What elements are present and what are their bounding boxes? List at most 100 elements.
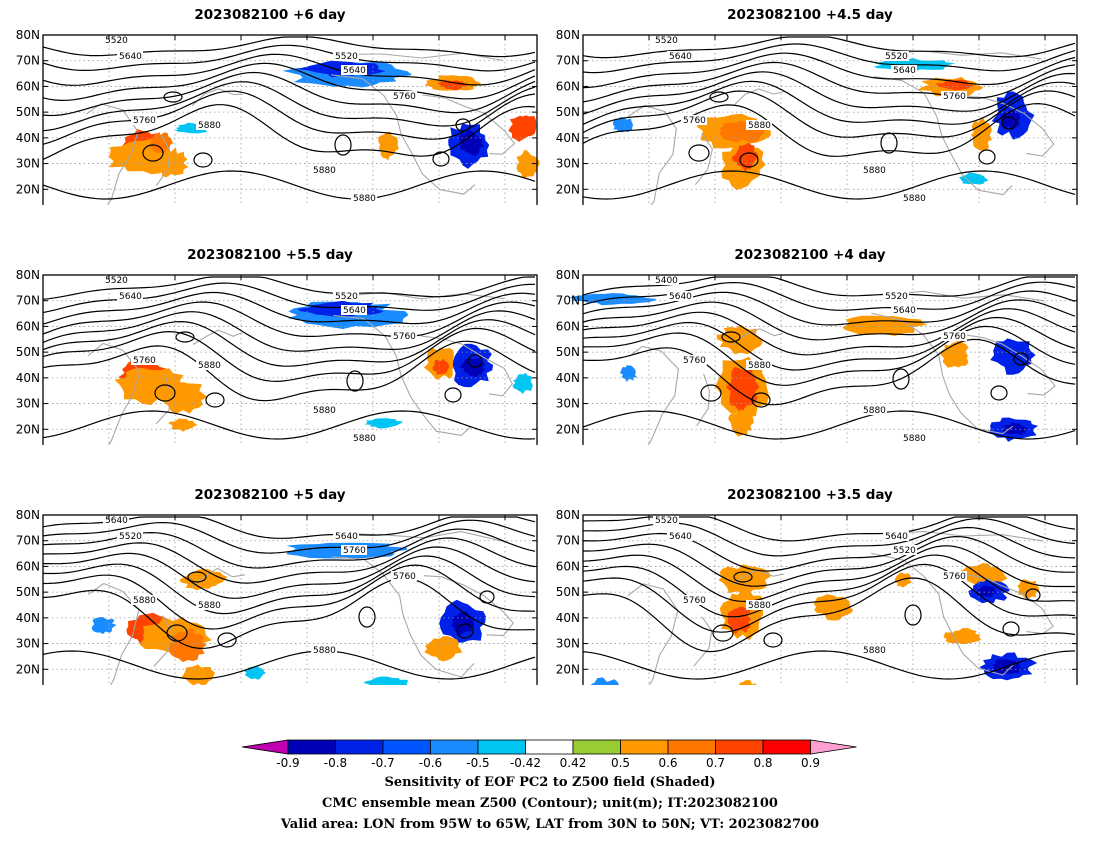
- height-contour: [432, 151, 450, 167]
- contour-label-bg: [333, 51, 359, 61]
- lat-tick-label: 20N: [16, 662, 40, 676]
- coastline: [85, 103, 139, 205]
- sensitivity-shade: [718, 564, 772, 595]
- sensitivity-shade: [363, 676, 408, 685]
- lat-tick-label: 50N: [16, 345, 40, 359]
- height-contour: [582, 281, 1076, 311]
- contour-label: 5640: [669, 52, 692, 62]
- colorbar-swatch: [620, 739, 669, 755]
- coastline: [344, 52, 503, 61]
- lat-tick-label: 40N: [556, 371, 580, 385]
- height-contour: [582, 563, 1076, 633]
- contour-label: 5880: [748, 601, 771, 611]
- height-contour: [978, 149, 996, 165]
- height-contour: [582, 71, 1076, 115]
- lat-tick-label: 80N: [16, 268, 40, 282]
- lat-tick-label: 20N: [16, 182, 40, 196]
- map-plot: 5520 5640 5640 5520 5760 5760 5880 5880 80N 70N 60…: [556, 508, 1078, 685]
- colorbar-tick-label: 0.42: [560, 756, 587, 770]
- map-plot: 5640 5520 5640 5760 5760 5880 5880 5880 80N 70N 60…: [16, 508, 538, 685]
- contour-label-bg: [667, 51, 693, 61]
- height-contour: [582, 102, 1076, 157]
- contour-label: 5880: [863, 406, 886, 416]
- contour-label-bg: [883, 531, 909, 541]
- contour-label: 5520: [655, 36, 678, 46]
- sensitivity-shade: [459, 130, 485, 157]
- lat-tick-label: 60N: [556, 319, 580, 333]
- sensitivity-shade: [244, 666, 267, 680]
- lat-tick-label: 60N: [556, 559, 580, 573]
- coastline: [331, 74, 476, 195]
- lat-tick-label: 40N: [556, 131, 580, 145]
- panel-title: 2023082100 +4 day: [734, 247, 886, 263]
- height-contour: [42, 276, 535, 300]
- height-contour: [582, 90, 1076, 138]
- contour-label: 5760: [393, 572, 416, 582]
- height-contour: [904, 604, 922, 626]
- plot-frame: [582, 34, 1078, 205]
- sensitivity-shade: [364, 418, 403, 429]
- contour-label-bg: [653, 515, 679, 525]
- contour-label: 5880: [748, 121, 771, 131]
- plot-frame: [582, 274, 1078, 445]
- height-contour: [42, 564, 536, 630]
- contour-label-bg: [351, 193, 377, 203]
- height-contour: [175, 331, 195, 343]
- height-contour: [582, 308, 1076, 356]
- contour-label: 5880: [863, 166, 886, 176]
- height-contour: [582, 577, 1076, 653]
- panel-title: 2023082100 +5.5 day: [187, 247, 353, 263]
- map-plot: 5520 5640 5520 5640 5760 5760 5880 5880 5880 80N 7…: [556, 28, 1078, 205]
- lat-tick-label: 20N: [16, 422, 40, 436]
- contour-label-bg: [746, 600, 772, 610]
- contour-label-bg: [391, 331, 417, 341]
- contour-label-bg: [103, 35, 129, 45]
- height-contour: [709, 91, 729, 103]
- height-contour: [700, 384, 722, 402]
- coastline: [343, 291, 505, 300]
- panel-title: 2023082100 +3.5 day: [727, 487, 893, 503]
- height-contour: [582, 410, 1076, 440]
- contour-label-bg: [941, 571, 967, 581]
- contour-label: 5880: [903, 434, 926, 444]
- contour-label: 5880: [313, 406, 336, 416]
- lat-tick-label: 50N: [16, 105, 40, 119]
- contour-layer: [582, 276, 1076, 440]
- height-contour: [42, 81, 536, 132]
- contour-label: 5880: [353, 434, 376, 444]
- contour-label: 5880: [353, 194, 376, 204]
- contour-label-bg: [311, 165, 337, 175]
- height-contour: [43, 546, 536, 599]
- colorbar-high-end: [810, 739, 857, 755]
- contour-label-bg: [746, 120, 772, 130]
- contour-label-bg: [667, 531, 693, 541]
- map-plot: 5400 5640 5520 5640 5760 5760 5880 5880 5880 80N 7…: [556, 268, 1078, 445]
- height-contour: [990, 385, 1008, 401]
- height-contour: [217, 632, 237, 648]
- lat-tick-label: 50N: [556, 105, 580, 119]
- height-contour: [42, 519, 536, 554]
- height-contour: [42, 327, 536, 383]
- sensitivity-shade: [1002, 422, 1028, 435]
- colorbar-swatch: [287, 739, 336, 755]
- lat-tick-label: 60N: [556, 79, 580, 93]
- lat-tick-label: 20N: [556, 182, 580, 196]
- height-contour: [479, 590, 495, 604]
- colorbar-low-end: [241, 739, 289, 755]
- plot-frame: [42, 514, 538, 685]
- lat-tick-label: 30N: [556, 157, 580, 171]
- contour-label: 5880: [863, 646, 886, 656]
- colorbar-tick-label: -0.42: [510, 756, 541, 770]
- contour-label: 5520: [885, 292, 908, 302]
- contour-label: 5520: [119, 532, 142, 542]
- contour-label-bg: [341, 65, 367, 75]
- height-contour: [42, 410, 536, 440]
- height-contour: [582, 43, 1076, 74]
- caption-line-1: Sensitivity of EOF PC2 to Z500 field (Sh…: [384, 775, 716, 790]
- colorbar-tick-label: -0.6: [419, 756, 442, 770]
- contour-label: 5520: [335, 292, 358, 302]
- contour-label: 5760: [943, 572, 966, 582]
- axis-layer: 80N70N60N50N40N30N20N10N90E120E150E18015…: [556, 28, 1077, 196]
- height-contour: [751, 392, 771, 408]
- height-contour: [42, 104, 536, 160]
